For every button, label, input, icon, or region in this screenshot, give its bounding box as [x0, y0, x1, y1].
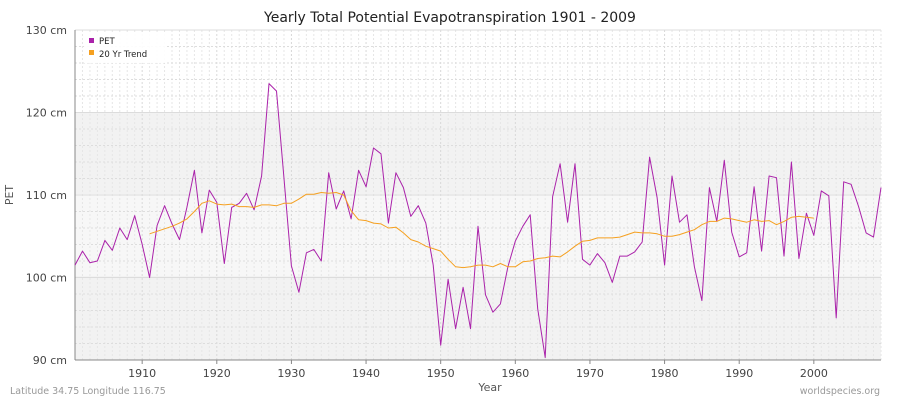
x-tick-label: 1910	[128, 367, 156, 380]
legend-label-pet: PET	[99, 37, 115, 47]
y-tick-label: 130 cm	[26, 24, 67, 37]
x-tick-label: 1970	[576, 367, 604, 380]
footer-location: Latitude 34.75 Longitude 116.75	[10, 386, 166, 397]
grid	[74, 29, 882, 361]
series-line-pet	[74, 83, 882, 358]
x-tick-label: 1980	[651, 367, 679, 380]
band-110-120	[75, 112, 881, 194]
x-tick-label: 1920	[203, 367, 231, 380]
y-tick-label: 90 cm	[33, 354, 67, 367]
legend-swatch-pet	[89, 38, 94, 43]
chart-title: Yearly Total Potential Evapotranspiratio…	[263, 10, 636, 26]
y-tick-label: 110 cm	[26, 189, 67, 202]
series-layer	[74, 83, 882, 358]
x-tick-label: 1930	[277, 367, 305, 380]
legend: PET 20 Yr Trend	[84, 33, 166, 63]
x-tick-label: 1940	[352, 367, 380, 380]
series-line-20yr-trend	[149, 192, 814, 269]
x-tick-label: 2000	[800, 367, 828, 380]
x-tick-label: 1950	[427, 367, 455, 380]
y-tick-label: 100 cm	[26, 272, 67, 285]
x-axis-label: Year	[477, 381, 502, 394]
legend-swatch-trend	[89, 50, 94, 55]
x-tick-label: 1960	[501, 367, 529, 380]
y-tick-label: 120 cm	[26, 107, 67, 120]
footer-source: worldspecies.org	[800, 386, 880, 397]
legend-box	[84, 33, 166, 63]
axes: 90 cm 100 cm 110 cm 120 cm 130 cm 1910 1920 193…	[26, 24, 881, 380]
legend-label-trend: 20 Yr Trend	[99, 50, 147, 60]
y-axis-label: PET	[3, 185, 16, 206]
x-tick-label: 1990	[725, 367, 753, 380]
